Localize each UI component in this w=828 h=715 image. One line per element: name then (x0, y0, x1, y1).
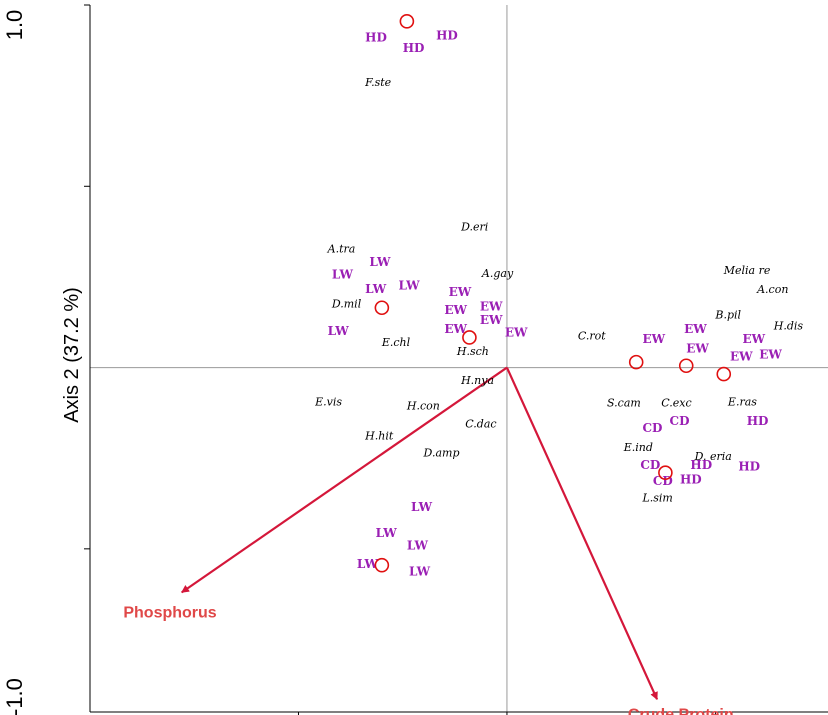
centroid-marker (374, 557, 390, 573)
group-label: LW (357, 557, 379, 571)
environmental-vectors: Phosphorus Crude Protein (123, 366, 734, 715)
group-label: CD (642, 421, 662, 435)
species-label: F.ste (364, 76, 391, 89)
group-label: CD (640, 458, 660, 472)
species-label: E.chl (381, 336, 411, 349)
vector-label: Crude Protein (628, 706, 734, 715)
group-label: EW (730, 349, 753, 363)
centroid-marker (399, 14, 415, 29)
y-axis-label: Axis 2 (37.2 %) (61, 287, 83, 423)
group-label: HD (747, 414, 769, 428)
group-centroids (374, 14, 732, 573)
species-label: D.mil (331, 298, 362, 311)
group-label: HD (690, 458, 712, 472)
species-label: L.sim (641, 492, 672, 505)
species-label: C.dac (465, 417, 496, 430)
centroid-marker (628, 354, 644, 370)
group-label: EW (480, 299, 503, 313)
group-label: EW (505, 326, 528, 340)
group-label: EW (684, 322, 707, 336)
species-label: H.sch (456, 345, 489, 358)
centroid-marker (658, 465, 673, 481)
species-label: H.dis (773, 319, 804, 332)
group-label: CD (670, 414, 690, 428)
species-label: D.amp (423, 446, 460, 459)
centroid-marker (716, 366, 732, 382)
species-label: A.tra (327, 243, 356, 256)
species-label: C.rot (578, 329, 606, 342)
group-label: EW (686, 341, 709, 355)
species-label: E.vis (314, 396, 342, 409)
species-label: S.cam (607, 397, 641, 410)
species-label: D.eri (460, 221, 488, 234)
species-labels: F.ste D.eri A.tra A.gay D.mil E.chl H.sch C.rot… (314, 76, 803, 505)
species-label: E.ras (727, 396, 757, 409)
group-label: EW (642, 332, 665, 346)
group-label: HD (436, 28, 458, 42)
group-label: EW (480, 313, 503, 327)
species-label: H.con (406, 399, 440, 412)
group-label: LW (376, 526, 398, 540)
group-label: HD (365, 30, 387, 44)
group-label: HD (680, 473, 702, 487)
group-label: EW (444, 322, 467, 336)
vector-arrow (181, 366, 508, 594)
centroid-marker (678, 358, 694, 374)
species-label: C.exc (661, 397, 691, 410)
species-label: A.con (756, 283, 788, 296)
species-label: Melia re (723, 264, 771, 277)
group-label: CD (653, 474, 673, 488)
group-label: LW (411, 500, 433, 514)
y-tick-label: 1.0 (2, 10, 27, 41)
group-label: LW (328, 324, 350, 338)
vector-arrow (505, 367, 659, 701)
species-label: B.pil (714, 309, 741, 322)
species-label: H.hit (364, 429, 394, 442)
species-label: D. eria (694, 450, 732, 463)
group-label: EW (759, 348, 782, 362)
group-label: LW (409, 565, 431, 579)
axes: 1.0 -1.0 (2, 4, 828, 715)
group-label: LW (365, 282, 387, 296)
centroid-marker (462, 330, 477, 345)
species-label: H.nya (460, 374, 494, 387)
group-label: EW (743, 332, 766, 346)
y-tick-label-bottom: -1.0 (2, 678, 27, 715)
centroid-marker (374, 300, 390, 316)
group-label: EW (444, 303, 467, 317)
group-label: LW (399, 279, 421, 293)
vector-label: Phosphorus (123, 605, 216, 622)
group-label: EW (449, 285, 472, 299)
group-label: HD (403, 41, 425, 55)
group-label: HD (738, 460, 760, 474)
species-label: A.gay (481, 267, 514, 280)
species-label: E.ind (623, 441, 653, 454)
group-label: LW (407, 539, 429, 553)
group-label: LW (332, 268, 354, 282)
group-label: LW (369, 255, 391, 269)
